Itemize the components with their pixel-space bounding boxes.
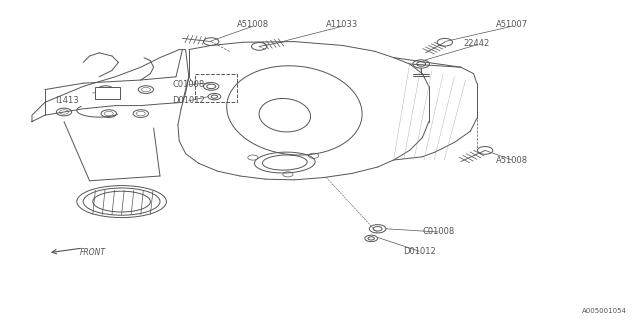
Text: A51007: A51007 <box>496 20 528 28</box>
Text: D01012: D01012 <box>172 96 205 105</box>
Text: C01008: C01008 <box>173 80 205 89</box>
Bar <box>95 87 120 99</box>
Text: D01012: D01012 <box>403 247 436 256</box>
Text: A51008: A51008 <box>237 20 269 28</box>
Text: A51008: A51008 <box>496 156 528 164</box>
Text: FRONT: FRONT <box>80 248 106 257</box>
Text: 22442: 22442 <box>463 39 490 48</box>
Text: C01008: C01008 <box>422 228 454 236</box>
Bar <box>195 74 237 102</box>
Text: A005001054: A005001054 <box>582 308 627 314</box>
Text: A11033: A11033 <box>326 20 358 28</box>
Text: I1413: I1413 <box>56 96 79 105</box>
